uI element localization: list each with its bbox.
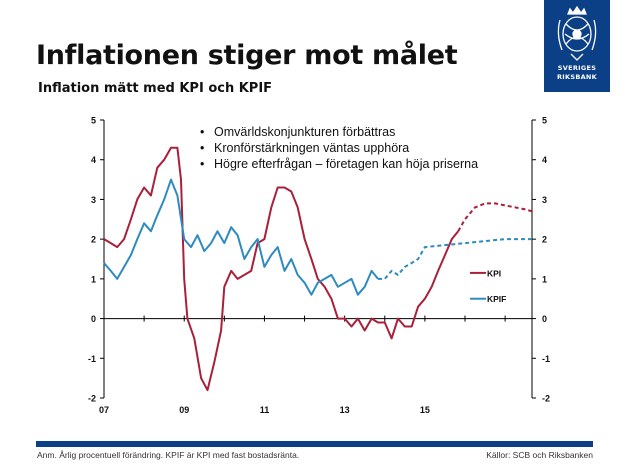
bullet-item: Omvärldskonjunkturen förbättras (196, 124, 478, 140)
x-tick-label: 13 (340, 405, 350, 415)
y-tick-label-right: -1 (542, 354, 550, 364)
y-tick-label-right: 5 (542, 116, 547, 126)
y-tick-label-left: 5 (91, 116, 96, 126)
y-tick-label-right: 3 (542, 195, 547, 205)
series-line-kpi-prognos (457, 202, 533, 232)
series-line-kpif (103, 178, 379, 296)
bullet-item: Högre efterfrågan – företagen kan höja p… (196, 156, 478, 172)
y-tick-label-left: 2 (91, 235, 96, 245)
logo-text-line-1: SVERIGES (557, 64, 597, 72)
series-line-kpif-prognos (378, 238, 532, 280)
chart-subtitle: Inflation mätt med KPI och KPIF (38, 81, 273, 96)
x-tick-label: 15 (420, 405, 430, 415)
bullet-item: Kronförstärkningen väntas upphöra (196, 140, 478, 156)
y-tick-label-left: -2 (88, 394, 96, 404)
footer-divider (36, 441, 593, 447)
footnote: Anm. Årlig procentuell förändring. KPIF … (37, 450, 300, 460)
y-tick-label-right: 2 (542, 235, 547, 245)
logo-text-line-2: RIKSBANK (556, 73, 597, 81)
x-tick-label: 09 (179, 405, 189, 415)
y-tick-label-right: 0 (542, 314, 547, 324)
y-tick-label-left: 1 (91, 274, 96, 284)
y-tick-label-left: 4 (91, 155, 96, 165)
series-line-kpi (103, 146, 459, 392)
slide-title: Inflationen stiger mot målet (36, 40, 458, 71)
bullet-list: Omvärldskonjunkturen förbättras Kronförs… (196, 124, 478, 172)
x-tick-label: 07 (99, 405, 109, 415)
y-tick-label-left: 0 (91, 314, 96, 324)
y-tick-label-left: -1 (88, 354, 96, 364)
legend-label: KPI (487, 268, 501, 278)
y-tick-label-right: 4 (542, 155, 547, 165)
y-tick-label-right: -2 (542, 394, 550, 404)
x-tick-label: 11 (260, 405, 270, 415)
crown-emblem-icon (557, 5, 597, 61)
source-note: Källor: SCB och Riksbanken (486, 450, 593, 460)
y-tick-label-right: 1 (542, 274, 547, 284)
y-tick-label-left: 3 (91, 195, 96, 205)
legend-label: KPIF (487, 294, 506, 304)
riksbank-logo: SVERIGES RIKSBANK (544, 0, 610, 92)
